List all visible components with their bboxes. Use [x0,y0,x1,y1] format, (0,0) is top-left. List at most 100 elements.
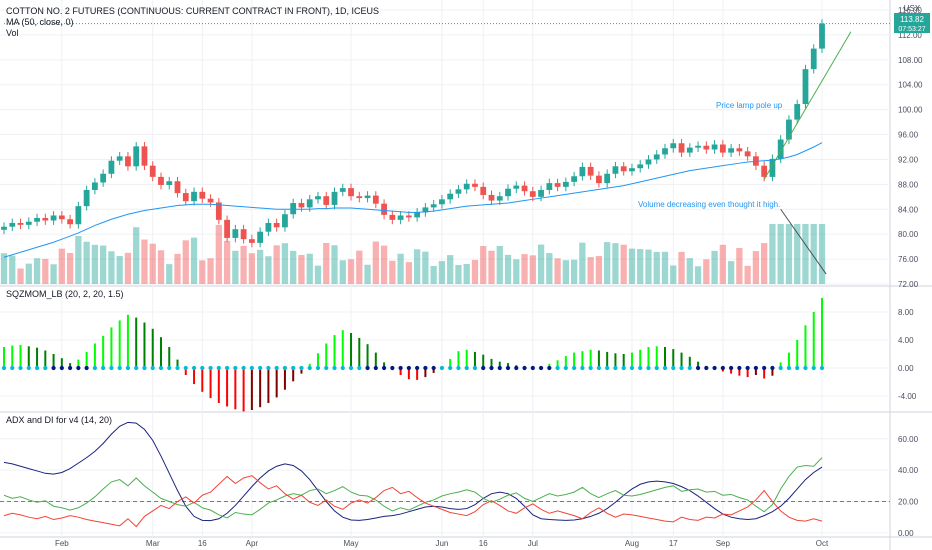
candle-body [653,154,660,160]
volume-bar [752,251,760,284]
momentum-bar [69,363,72,368]
squeeze-dot [729,365,734,371]
squeeze-dot [456,365,461,371]
candle-body [422,207,429,213]
candle-body [455,189,462,194]
time-tick-label: 16 [479,539,488,548]
squeeze-dot [51,365,56,371]
squeeze-dot [241,365,246,371]
squeeze-dot [324,365,329,371]
candle-body [447,193,454,200]
candle-body [182,193,189,202]
momentum-bar [325,343,328,368]
volume-bar [42,258,49,284]
squeeze-dot [786,365,792,371]
candle-body [331,191,338,205]
squeeze-dot [737,365,742,371]
momentum-bar [308,363,311,368]
volume-bar [570,259,578,284]
volume-bar [637,249,644,284]
squeeze-dot [373,365,378,371]
volume-bar [620,244,627,284]
candle-body [587,166,594,176]
momentum-bar [201,368,204,392]
chart-marks: 116.00 112.00 108.00 104.00 100.00 96.00 92.00… [0,6,923,548]
squeeze-dot [448,365,453,371]
candle-body [513,185,520,189]
candle-body [9,222,16,227]
volume-bar [331,245,338,284]
price-tick-label: 100.00 [898,106,923,115]
volume-bar [207,258,214,284]
candle-body [405,215,412,218]
candle-body [439,199,445,205]
candle-body [34,217,40,222]
squeeze-dot [208,365,213,371]
squeeze-dot [249,365,254,371]
momentum-bar [85,351,88,368]
candle-body [50,215,57,221]
price-tick-label: 116.00 [898,6,922,15]
momentum-bar [449,358,452,368]
time-tick-label: 16 [198,539,207,548]
momentum-bar [730,368,733,374]
squeeze-tick-label: 0.00 [898,364,914,373]
squeeze-tick-label: 8.00 [898,308,914,317]
volume-bar [488,250,495,284]
momentum-bar [19,344,22,368]
squeeze-dot [514,365,519,371]
volume-legend: Vol [6,28,19,38]
candle-body [100,173,107,183]
candle-body [58,215,65,220]
volume-bar [612,243,619,284]
momentum-bar [812,312,815,368]
bar-countdown: 07:53:27 [898,26,925,33]
volume-bar [521,254,528,284]
volume-bar [455,265,462,284]
volume-bar [719,244,726,284]
time-tick-label: Aug [625,539,639,548]
candle-body [769,158,776,177]
squeeze-dot [687,365,692,371]
momentum-bar [399,368,402,375]
squeeze-dot [109,365,114,371]
candle-body [133,146,140,167]
momentum-bar [614,353,617,368]
last-price-badge: USX 113.82 07:53:27 [894,4,930,33]
momentum-bar [217,368,220,403]
volume-bar [9,255,16,284]
candle-body [637,164,644,169]
volume-bar [66,253,74,284]
candle-body [794,104,801,120]
price-badge-background [894,13,930,33]
candle-body [488,194,495,201]
time-tick-label: Jun [435,539,448,548]
ma-legend: MA (50, close, 0) [6,17,74,27]
price-annotation: Price lamp pole up [716,101,783,110]
candle-body [620,166,627,172]
volume-bar [347,259,355,284]
momentum-bar [135,317,138,368]
candle-body [736,148,743,152]
volume-bar [75,235,82,284]
adx-line [3,421,823,522]
candle-body [397,215,404,220]
volume-bar [33,258,41,284]
momentum-bar [490,358,493,368]
momentum-bar [3,347,5,368]
squeeze-dot [679,365,684,371]
squeeze-dot [26,365,31,371]
di-minus-line [3,475,823,528]
squeeze-dot [654,365,659,371]
momentum-bar [316,353,319,368]
time-tick-label: Oct [816,539,829,548]
price-tick-label: 72.00 [898,280,919,289]
volume-bar [372,241,379,284]
momentum-bar [688,356,691,368]
squeeze-dot [811,365,816,371]
momentum-bar [333,335,336,368]
squeeze-dot [381,365,387,371]
candle-body [17,222,24,225]
